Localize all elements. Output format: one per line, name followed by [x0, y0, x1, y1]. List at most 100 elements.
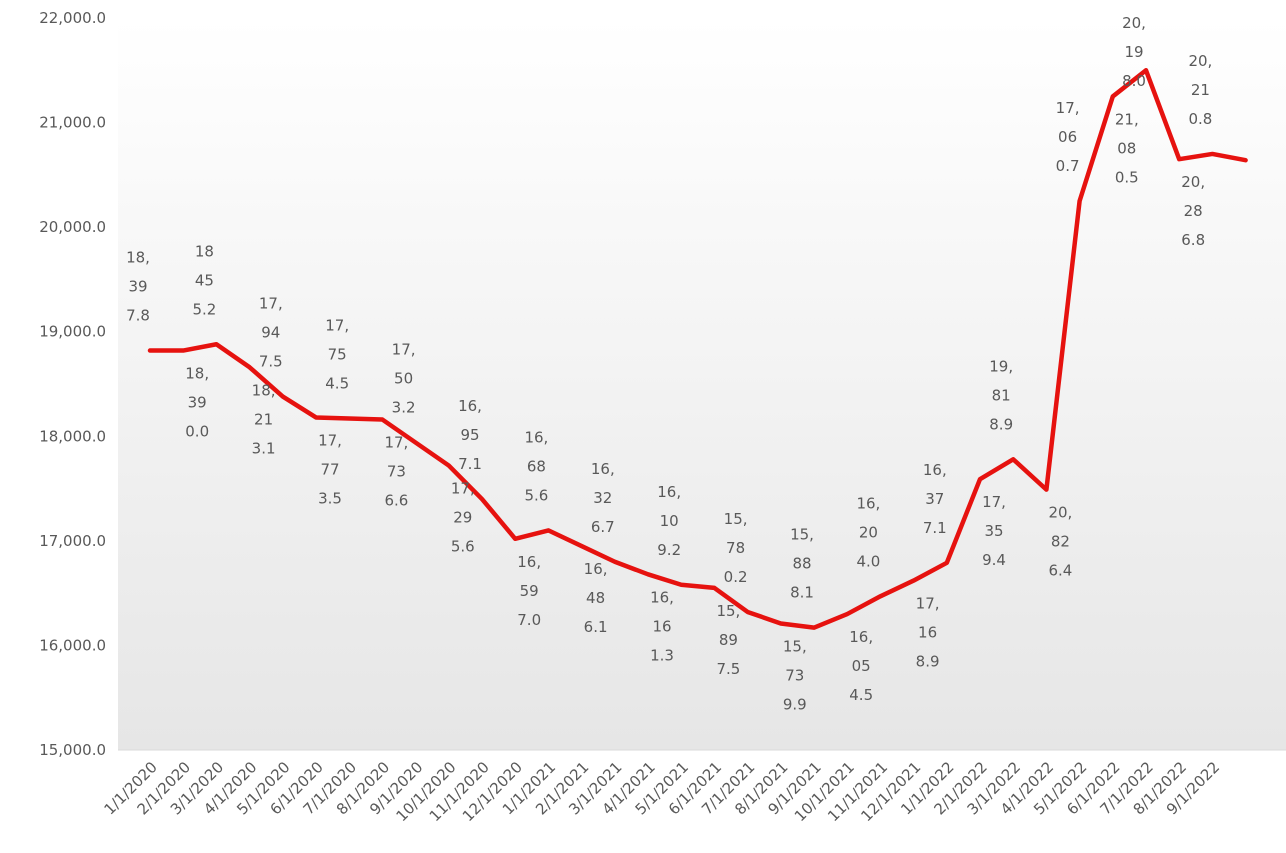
data-label: 17, 50 3.2 — [392, 341, 416, 417]
plot-area — [118, 18, 1286, 750]
data-label-line: 3.2 — [392, 399, 416, 417]
data-label: 17, 75 4.5 — [325, 317, 349, 393]
data-label-line: 50 — [394, 370, 413, 388]
data-label-line: 0.5 — [1115, 168, 1139, 186]
data-label-line: 16 — [918, 624, 937, 642]
data-label-line: 0.8 — [1188, 110, 1212, 128]
data-label-line: 8.1 — [790, 584, 814, 602]
data-label-line: 6.7 — [591, 518, 615, 536]
data-label-line: 16, — [517, 553, 541, 571]
data-label-line: 18, — [185, 365, 209, 383]
data-label-line: 8.0 — [1122, 72, 1146, 90]
data-label-line: 10 — [660, 512, 679, 530]
data-label-line: 17, — [916, 595, 940, 613]
data-label-line: 6.1 — [584, 618, 608, 636]
data-label: 16, 37 7.1 — [923, 461, 947, 537]
data-label-line: 32 — [593, 489, 612, 507]
data-label-line: 16 — [652, 617, 671, 635]
data-label-line: 06 — [1058, 128, 1077, 146]
data-label-line: 17, — [259, 295, 283, 313]
data-label-line: 0.7 — [1056, 157, 1080, 175]
data-label-line: 81 — [992, 386, 1011, 404]
y-tick-label: 15,000.0 — [39, 741, 106, 759]
y-tick-label: 17,000.0 — [39, 532, 106, 550]
data-label-line: 18, — [126, 249, 150, 267]
data-label-line: 20, — [1181, 173, 1205, 191]
data-label-line: 21 — [254, 410, 273, 428]
data-label-line: 89 — [719, 631, 738, 649]
data-label-line: 7.0 — [517, 611, 541, 629]
data-label-line: 8.9 — [916, 653, 940, 671]
y-tick-label: 22,000.0 — [39, 9, 106, 27]
data-label: 19, 81 8.9 — [989, 357, 1013, 433]
data-label-line: 19 — [1124, 43, 1143, 61]
data-label-line: 15, — [783, 637, 807, 655]
data-label-line: 5.2 — [192, 300, 216, 318]
data-label: 20, 82 6.4 — [1048, 504, 1072, 580]
data-label: 17, 06 0.7 — [1056, 99, 1080, 175]
data-labels: 18,397.818,390.018455.218,213.117,947.51… — [126, 14, 1212, 713]
data-label: 18, 39 7.8 — [126, 249, 150, 325]
data-label: 17, 35 9.4 — [982, 493, 1006, 569]
data-label: 18, 39 0.0 — [185, 365, 209, 441]
data-label-line: 1.3 — [650, 646, 674, 664]
data-label-line: 15, — [716, 602, 740, 620]
series-line — [147, 68, 1248, 630]
data-label-line: 16, — [458, 397, 482, 415]
series-group — [147, 68, 1248, 630]
data-label-line: 16, — [856, 494, 880, 512]
data-label-line: 20, — [1048, 504, 1072, 522]
data-label-line: 16, — [849, 628, 873, 646]
data-label-line: 45 — [195, 271, 214, 289]
data-label: 18 45 5.2 — [192, 242, 216, 318]
data-label-line: 37 — [925, 490, 944, 508]
data-label: 21, 08 0.5 — [1115, 110, 1139, 186]
data-label: 16, 10 9.2 — [657, 483, 681, 559]
data-label-line: 19, — [989, 357, 1013, 375]
data-label: 16, 32 6.7 — [591, 460, 615, 536]
data-label-line: 15, — [724, 510, 748, 528]
data-label-line: 6.4 — [1048, 562, 1072, 580]
data-label-line: 59 — [520, 582, 539, 600]
data-label-line: 17, — [384, 434, 408, 452]
data-label: 17, 29 5.6 — [451, 480, 475, 556]
data-label-line: 16, — [591, 460, 615, 478]
data-label-line: 17, — [451, 480, 475, 498]
data-label-line: 3.5 — [318, 489, 342, 507]
y-axis-ticks: 15,000.0 16,000.0 17,000.0 18,000.0 19,000.0… — [39, 9, 106, 759]
y-tick-label: 18,000.0 — [39, 427, 106, 445]
data-label: 20, 19 8.0 — [1122, 14, 1146, 90]
data-label-line: 7.5 — [716, 660, 740, 678]
data-label-line: 7.1 — [458, 455, 482, 473]
data-label-line: 9.9 — [783, 695, 807, 713]
data-label: 15, 73 9.9 — [783, 637, 807, 713]
data-label: 16, 68 5.6 — [524, 428, 548, 504]
data-label: 15, 89 7.5 — [716, 602, 740, 678]
data-label-line: 4.0 — [856, 552, 880, 570]
data-label-line: 94 — [261, 324, 280, 342]
data-label-line: 39 — [128, 278, 147, 296]
data-label-line: 95 — [460, 426, 479, 444]
data-label-line: 29 — [453, 509, 472, 527]
data-label-line: 77 — [320, 460, 339, 478]
data-label-line: 5.6 — [524, 486, 548, 504]
data-label-line: 20, — [1122, 14, 1146, 32]
y-tick-label: 19,000.0 — [39, 323, 106, 341]
data-label-line: 05 — [852, 657, 871, 675]
y-tick-label: 21,000.0 — [39, 114, 106, 132]
data-label-line: 21 — [1191, 81, 1210, 99]
data-label-line: 5.6 — [451, 538, 475, 556]
data-label-line: 75 — [328, 346, 347, 364]
data-label: 18, 21 3.1 — [252, 381, 276, 457]
data-label-line: 73 — [785, 666, 804, 684]
data-label-line: 17, — [392, 341, 416, 359]
y-tick-label: 16,000.0 — [39, 636, 106, 654]
data-label-line: 16, — [923, 461, 947, 479]
data-label: 16, 48 6.1 — [584, 560, 608, 636]
data-label-line: 73 — [387, 463, 406, 481]
data-label-line: 21, — [1115, 110, 1139, 128]
data-label-line: 39 — [188, 394, 207, 412]
data-label-line: 20 — [859, 523, 878, 541]
data-label-line: 4.5 — [325, 375, 349, 393]
data-label: 17, 77 3.5 — [318, 431, 342, 507]
